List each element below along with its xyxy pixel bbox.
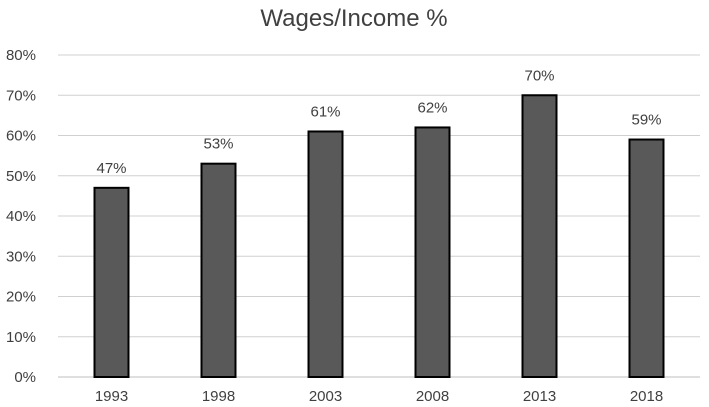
x-tick-label: 2013 <box>523 388 556 405</box>
bar <box>200 162 237 378</box>
bar <box>307 130 344 378</box>
data-label: 61% <box>310 103 340 120</box>
bar <box>414 126 451 378</box>
data-label: 59% <box>631 112 661 129</box>
x-axis-ticks: 1993 1998 2003 2008 2013 2018 <box>95 388 663 405</box>
data-labels: 47% 53% 61% 62% 70% 59% <box>96 67 661 177</box>
bar <box>521 94 558 378</box>
data-label: 53% <box>203 136 233 153</box>
y-axis-ticks: 0% 10% 20% 30% 40% 50% 60% 70% 80% <box>6 47 36 386</box>
y-tick-label: 60% <box>6 128 36 145</box>
x-tick-label: 1993 <box>95 388 128 405</box>
data-label: 62% <box>417 99 447 116</box>
y-tick-label: 20% <box>6 289 36 306</box>
y-tick-label: 10% <box>6 329 36 346</box>
x-tick-label: 2018 <box>630 388 663 405</box>
y-tick-label: 70% <box>6 87 36 104</box>
bar <box>628 138 665 378</box>
x-tick-label: 2003 <box>309 388 342 405</box>
x-tick-label: 2008 <box>416 388 449 405</box>
y-tick-label: 50% <box>6 168 36 185</box>
data-label: 47% <box>96 160 126 177</box>
x-tick-label: 1998 <box>202 388 235 405</box>
y-tick-label: 80% <box>6 47 36 64</box>
chart-title: Wages/Income % <box>260 5 447 32</box>
bar <box>93 186 130 378</box>
gridlines <box>58 54 700 378</box>
data-label: 70% <box>524 67 554 84</box>
y-tick-label: 30% <box>6 248 36 265</box>
y-tick-label: 0% <box>14 369 36 386</box>
bars <box>93 94 665 378</box>
y-tick-label: 40% <box>6 208 36 225</box>
